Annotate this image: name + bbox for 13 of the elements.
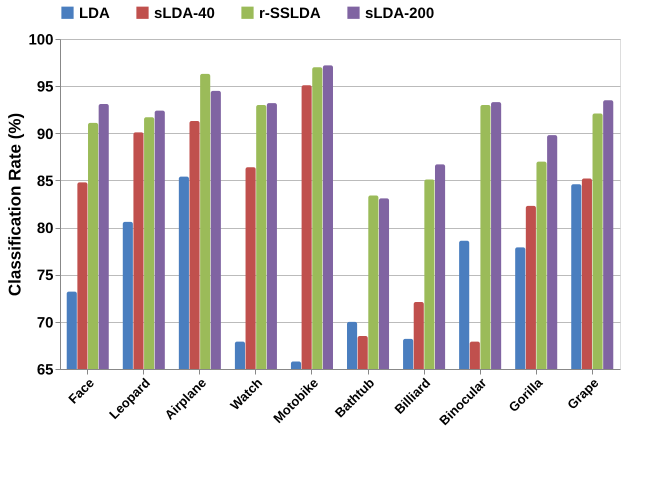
y-tick-label: 75	[36, 267, 54, 284]
y-tick-label: 85	[36, 172, 54, 190]
y-tick-label: 90	[36, 126, 54, 143]
y-tick-label: 70	[36, 314, 54, 332]
y-tick-label: 80	[36, 220, 54, 238]
legend-label: r-SSLDA	[259, 4, 321, 22]
y-tick-label: 95	[36, 78, 54, 96]
y-axis-title: Classification Rate (%)	[5, 112, 24, 296]
y-tick-label: 65	[36, 362, 54, 378]
y-tick-label: 100	[28, 32, 54, 48]
legend-label: sLDA-40	[154, 4, 215, 22]
legend-label: sLDA-200	[365, 4, 434, 22]
legend-label: LDA	[79, 4, 110, 22]
